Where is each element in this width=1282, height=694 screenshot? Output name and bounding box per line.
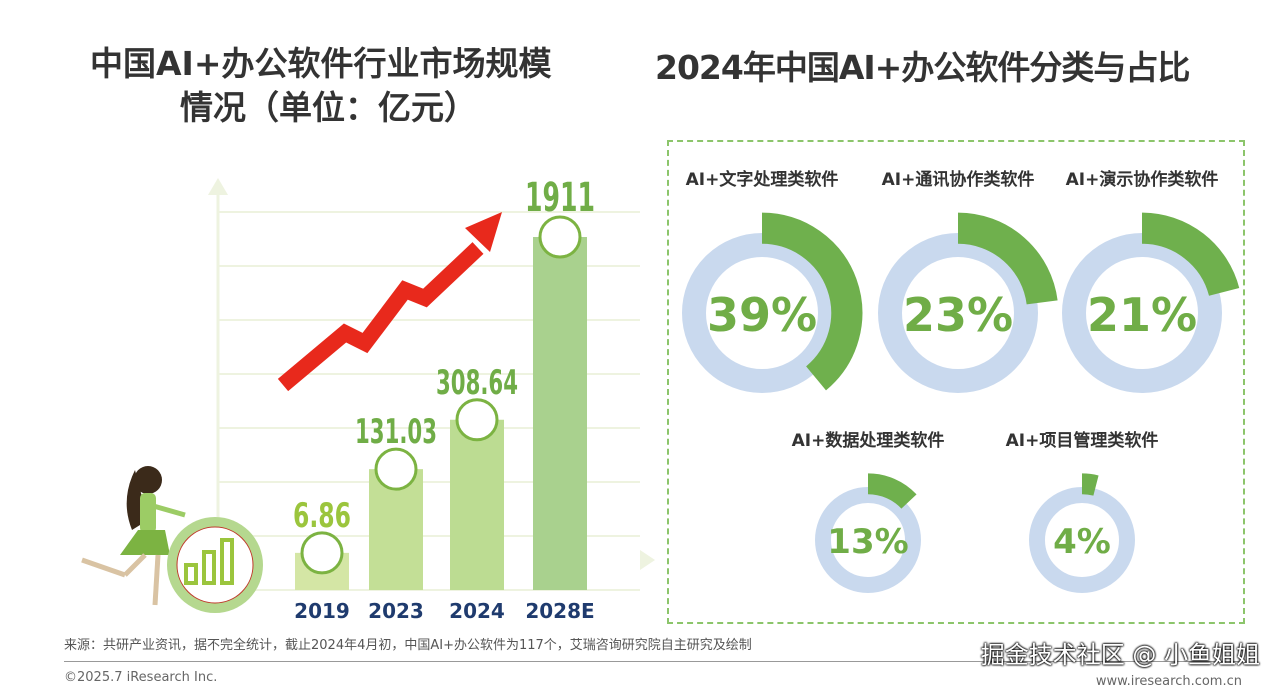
donut-ring bbox=[1029, 487, 1135, 593]
woman-illustration bbox=[81, 466, 186, 606]
donut-label: AI+数据处理类软件 bbox=[792, 430, 945, 451]
growth-arrow bbox=[277, 212, 502, 392]
donut-value: 13% bbox=[827, 522, 908, 562]
donut-ring bbox=[878, 233, 1038, 393]
donut-label: AI+文字处理类软件 bbox=[686, 169, 839, 190]
left-title: 中国AI+办公软件行业市场规模 情况（单位：亿元） bbox=[90, 42, 551, 130]
y-axis-arrow bbox=[208, 178, 228, 195]
x-tick-label: 2028E bbox=[525, 599, 594, 623]
chart-badge-icon bbox=[167, 517, 263, 613]
donut-slice bbox=[761, 212, 863, 391]
donut-value: 23% bbox=[903, 288, 1013, 342]
donut-slice bbox=[1081, 473, 1099, 496]
x-axis-arrow bbox=[640, 550, 655, 570]
donut-label: AI+演示协作类软件 bbox=[1066, 169, 1219, 190]
donut-label: AI+通讯协作类软件 bbox=[882, 169, 1035, 190]
bar-2024 bbox=[450, 419, 504, 590]
bar-cap-icon bbox=[455, 398, 499, 442]
donut-slice bbox=[1141, 212, 1240, 297]
donut-slice bbox=[957, 212, 1058, 305]
donut-ring bbox=[682, 233, 842, 393]
divider bbox=[64, 661, 1244, 662]
bar-value-label: 131.03 bbox=[355, 412, 437, 452]
donut-value: 21% bbox=[1087, 288, 1197, 342]
website: www.iresearch.com.cn bbox=[1095, 674, 1242, 689]
donut-slice bbox=[867, 473, 917, 509]
right-title: 2024年中国AI+办公软件分类与占比 bbox=[655, 48, 1190, 87]
donut-value: 4% bbox=[1053, 522, 1111, 562]
bar-value-label: 1911 bbox=[525, 175, 595, 221]
bar-value-label: 6.86 bbox=[293, 496, 351, 536]
watermark: 掘金技术社区 @ 小鱼姐姐 bbox=[980, 641, 1260, 669]
x-tick-label: 2019 bbox=[294, 599, 350, 623]
bar-value-label: 308.64 bbox=[436, 363, 518, 403]
left-title-line2: 情况（单位：亿元） bbox=[180, 88, 477, 127]
bar-cap-icon bbox=[538, 215, 582, 259]
donut-label: AI+项目管理类软件 bbox=[1006, 430, 1159, 451]
x-tick-label: 2023 bbox=[368, 599, 424, 623]
donut-value: 39% bbox=[707, 288, 817, 342]
source-note: 来源：共研产业资讯，据不完全统计，截止2024年4月初，中国AI+办公软件为11… bbox=[64, 638, 752, 653]
copyright: ©2025.7 iResearch Inc. bbox=[64, 670, 218, 685]
category-share-panel bbox=[667, 140, 1245, 624]
bar-2028E bbox=[533, 237, 587, 590]
donut-ring bbox=[815, 487, 921, 593]
left-title-line1: 中国AI+办公软件行业市场规模 bbox=[90, 44, 552, 83]
bar-cap-icon bbox=[374, 447, 418, 491]
x-tick-label: 2024 bbox=[449, 599, 505, 623]
donut-ring bbox=[1062, 233, 1222, 393]
bar-cap-icon bbox=[300, 531, 344, 575]
